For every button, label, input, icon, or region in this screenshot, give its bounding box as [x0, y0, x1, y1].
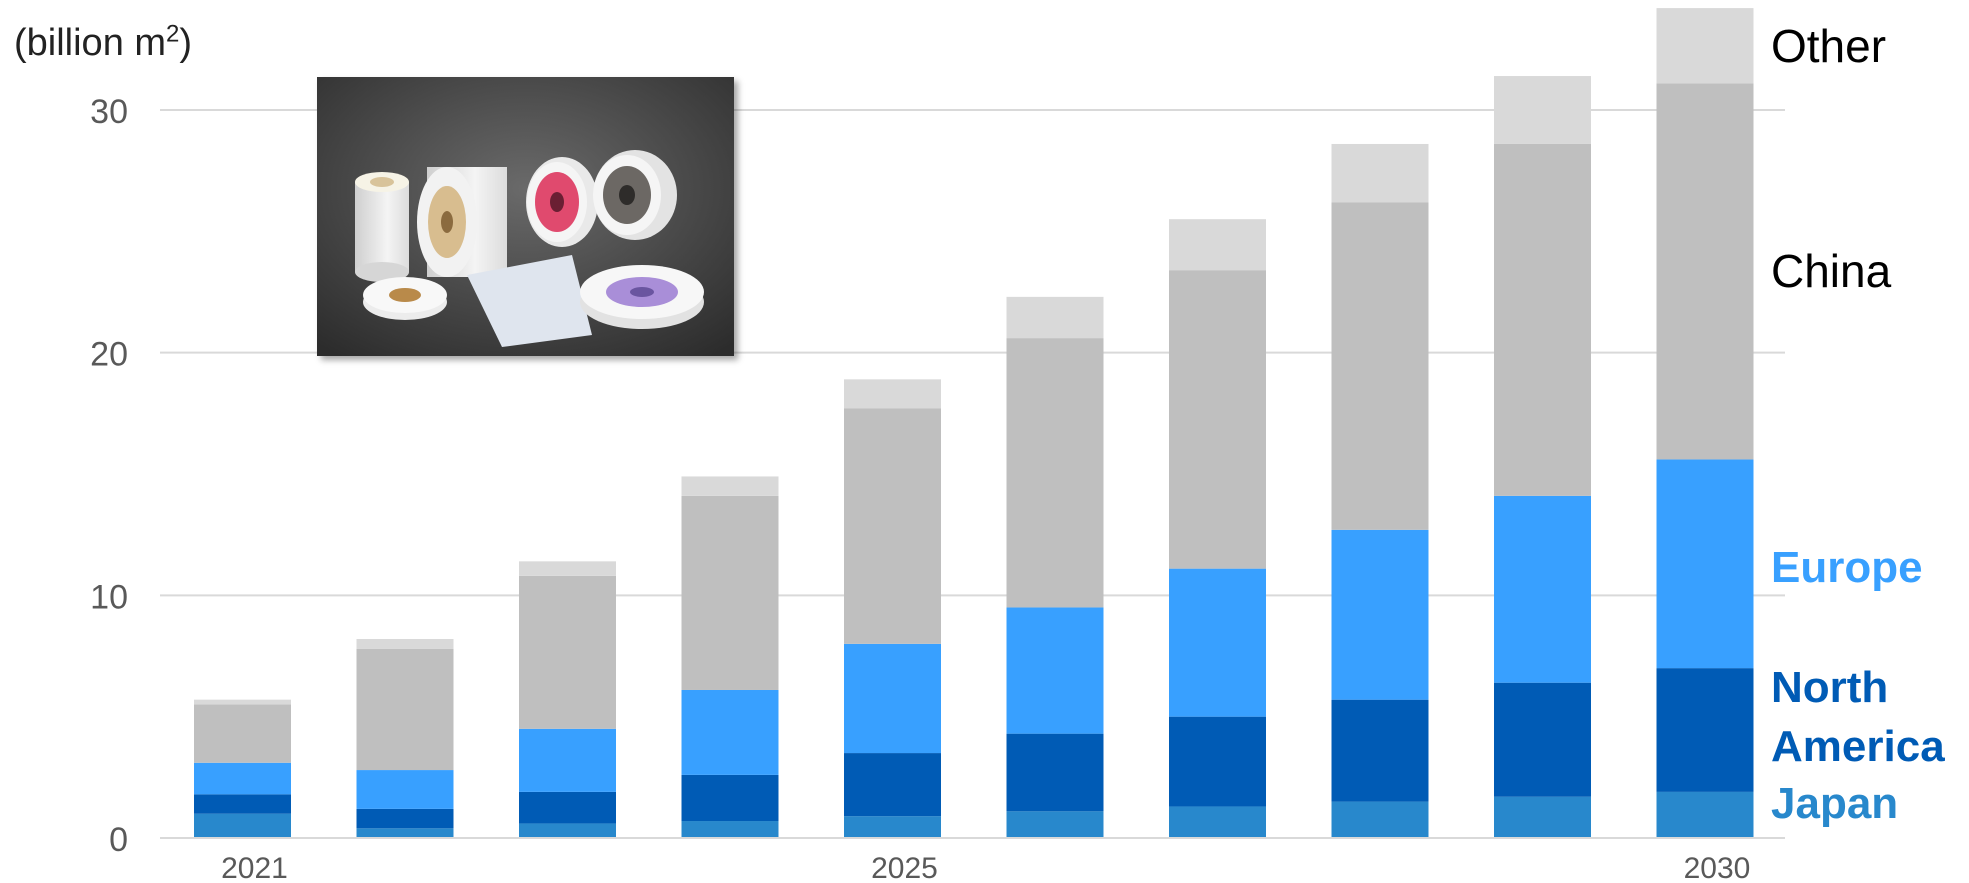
bar-segment-china	[1331, 202, 1429, 530]
unit-prefix: (billion m	[14, 22, 167, 64]
bar-segment-japan	[1494, 796, 1591, 838]
unit-suffix: )	[179, 22, 193, 64]
bar-segment-japan	[194, 813, 291, 838]
bar-segment-other	[1656, 8, 1754, 84]
bar-segment-north-america	[356, 808, 454, 829]
legend-label: China	[1771, 245, 1892, 297]
bar-segment-japan	[844, 816, 941, 838]
bar-segment-europe	[681, 689, 779, 775]
y-tick-label: 0	[109, 821, 128, 859]
bar-segment-europe	[1331, 529, 1429, 700]
bar-segment-japan	[519, 823, 616, 838]
bar-segment-china	[681, 495, 779, 690]
bar-segment-other	[194, 699, 291, 705]
bar-segment-other	[356, 639, 454, 649]
bar-segment-north-america	[1331, 699, 1429, 802]
legend-label: America	[1771, 722, 1945, 771]
legend-label: Europe	[1771, 543, 1923, 592]
bar-segment-china	[519, 575, 616, 729]
bar-segment-china	[1006, 338, 1104, 608]
bar-segment-europe	[844, 643, 941, 754]
bar-segment-north-america	[1006, 733, 1104, 812]
x-tick-label: 2025	[871, 852, 938, 883]
x-tick-label: 2021	[221, 852, 288, 883]
legend-label: Japan	[1771, 779, 1898, 828]
bar-segment-north-america	[681, 774, 779, 822]
y-tick-label: 20	[90, 336, 128, 374]
bar-segment-north-america	[844, 753, 941, 817]
bar-segment-north-america	[1656, 668, 1754, 792]
bar-segment-europe	[1169, 568, 1266, 717]
bar-segment-other	[681, 476, 779, 496]
bar-segment-china	[1169, 270, 1266, 569]
bar-segment-china	[356, 648, 454, 771]
bar-segment-china	[1656, 83, 1754, 460]
bar-segment-europe	[1006, 607, 1104, 734]
bar-segment-other	[1494, 76, 1591, 144]
bar-segment-other	[1169, 219, 1266, 271]
bar-segment-china	[1494, 143, 1591, 496]
legend-label: Other	[1771, 20, 1886, 72]
bar-segment-europe	[194, 762, 291, 795]
bar-segment-japan	[1656, 791, 1754, 838]
film-rolls-illustration	[317, 77, 734, 356]
bar-segment-japan	[356, 828, 454, 838]
bar-segment-china	[844, 408, 941, 644]
bar-segment-japan	[1331, 801, 1429, 838]
bar-segment-china	[194, 704, 291, 763]
bar-segment-north-america	[1169, 716, 1266, 807]
x-tick-label: 2030	[1684, 852, 1751, 883]
bar-segment-other	[1331, 143, 1429, 203]
y-axis-unit-label: (billion m2)	[14, 22, 192, 65]
bar-segment-japan	[1006, 811, 1104, 838]
y-tick-label: 10	[90, 578, 128, 616]
bar-segment-north-america	[194, 794, 291, 814]
bar-segment-other	[1006, 296, 1104, 339]
bar-segment-japan	[1169, 806, 1266, 838]
bar-segment-north-america	[519, 791, 616, 824]
y-tick-label: 30	[90, 93, 128, 131]
bar-segment-japan	[681, 821, 779, 838]
bar-segment-europe	[519, 728, 616, 792]
legend-label: North	[1771, 663, 1888, 712]
bar-segment-other	[844, 379, 941, 409]
unit-superscript: 2	[166, 20, 180, 48]
bar-segment-europe	[356, 770, 454, 809]
bar-segment-europe	[1494, 495, 1591, 683]
bar-segment-europe	[1656, 459, 1754, 669]
product-photo	[317, 77, 734, 356]
bar-segment-other	[519, 561, 616, 576]
bar-segment-north-america	[1494, 682, 1591, 797]
